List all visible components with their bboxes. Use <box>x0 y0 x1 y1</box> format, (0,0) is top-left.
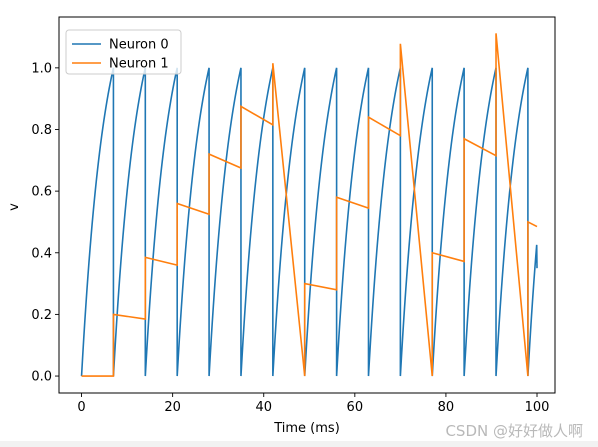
legend-label-neuron-0: Neuron 0 <box>109 38 169 53</box>
y-tick-label: 1.0 <box>31 61 52 76</box>
y-tick-label: 0.4 <box>31 246 52 261</box>
x-tick-label: 100 <box>525 400 550 415</box>
x-tick-label: 80 <box>438 400 455 415</box>
x-tick-label: 20 <box>164 400 181 415</box>
legend: Neuron 0 Neuron 1 <box>65 29 182 75</box>
axes-frame <box>58 16 556 394</box>
x-tick-label: 0 <box>77 400 85 415</box>
y-tick-label: 0.6 <box>31 185 52 200</box>
legend-label-neuron-1: Neuron 1 <box>109 57 169 72</box>
series-line-neuron-1 <box>81 33 538 377</box>
watermark: CSDN @好好做人啊 <box>445 422 583 440</box>
y-axis-label: v <box>7 203 22 211</box>
series-line-neuron-0 <box>80 67 538 377</box>
plot-area <box>80 33 538 377</box>
x-tick-label: 40 <box>255 400 272 415</box>
y-tick-label: 0.8 <box>31 123 52 138</box>
y-axis: 0.0 0.2 0.4 0.6 0.8 1.0 <box>31 61 59 385</box>
x-axis-label: Time (ms) <box>273 421 340 436</box>
x-axis: 0 20 40 60 80 100 <box>77 393 549 415</box>
y-tick-label: 0.2 <box>31 308 52 323</box>
y-tick-label: 0.0 <box>31 370 52 385</box>
x-tick-label: 60 <box>347 400 364 415</box>
bottom-strip <box>0 441 598 447</box>
